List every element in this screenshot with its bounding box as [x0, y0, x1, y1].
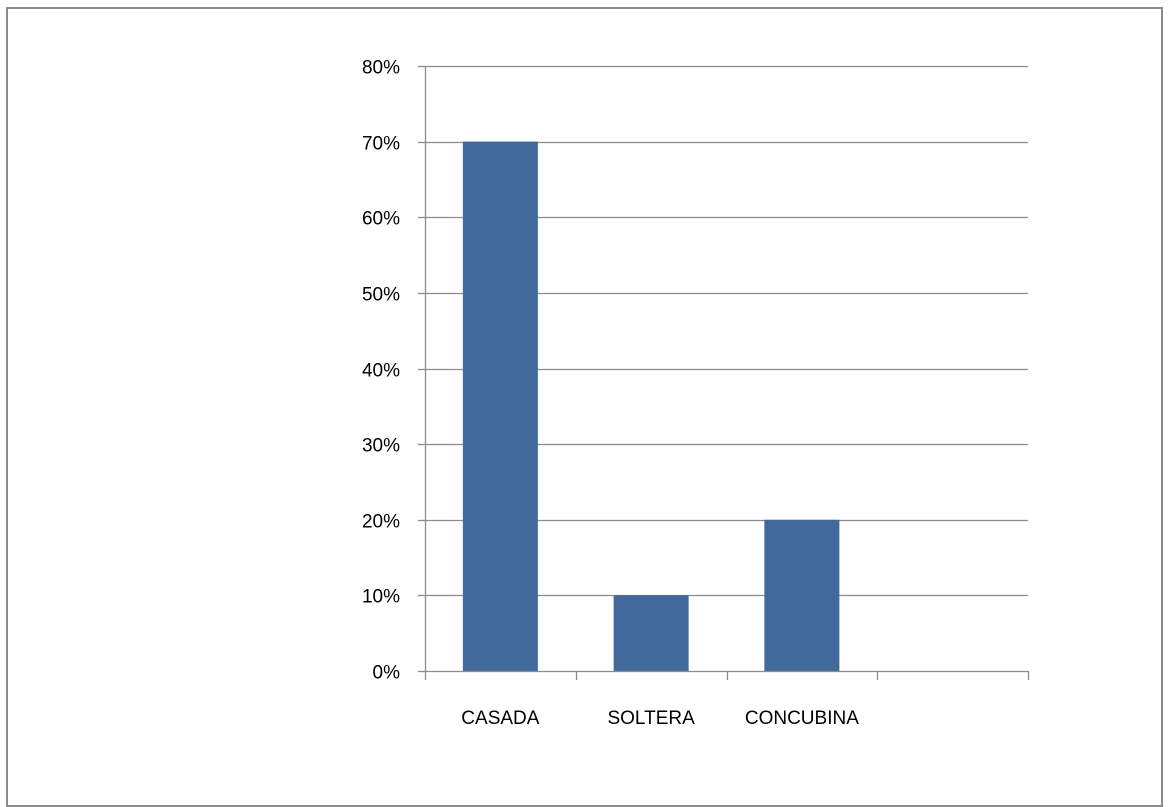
- y-tick-label: 70%: [362, 134, 400, 155]
- x-tick-label: CONCUBINA: [745, 708, 859, 729]
- y-tick-label: 10%: [362, 587, 400, 608]
- axes: [418, 65, 1030, 680]
- bar-concubina: [764, 519, 840, 671]
- y-tick-label: 30%: [362, 436, 400, 457]
- y-tick-label: 50%: [362, 285, 400, 306]
- x-tick-label: CASADA: [461, 708, 539, 729]
- bar-casada: [462, 141, 538, 671]
- bars: [462, 141, 840, 671]
- y-tick-label: 80%: [362, 58, 400, 79]
- y-tick-label: 20%: [362, 512, 400, 533]
- y-tick-label: 0%: [373, 663, 401, 684]
- bar-soltera: [613, 595, 689, 671]
- y-tick-label: 60%: [362, 209, 400, 230]
- chart-frame: [6, 7, 1163, 807]
- tick-labels: 0% 10% 20% 30% 40% 50% 60% 70% 80% CASADA SOLTERA C…: [362, 58, 859, 730]
- y-tick-label: 40%: [362, 361, 400, 382]
- x-tick-label: SOLTERA: [607, 708, 695, 729]
